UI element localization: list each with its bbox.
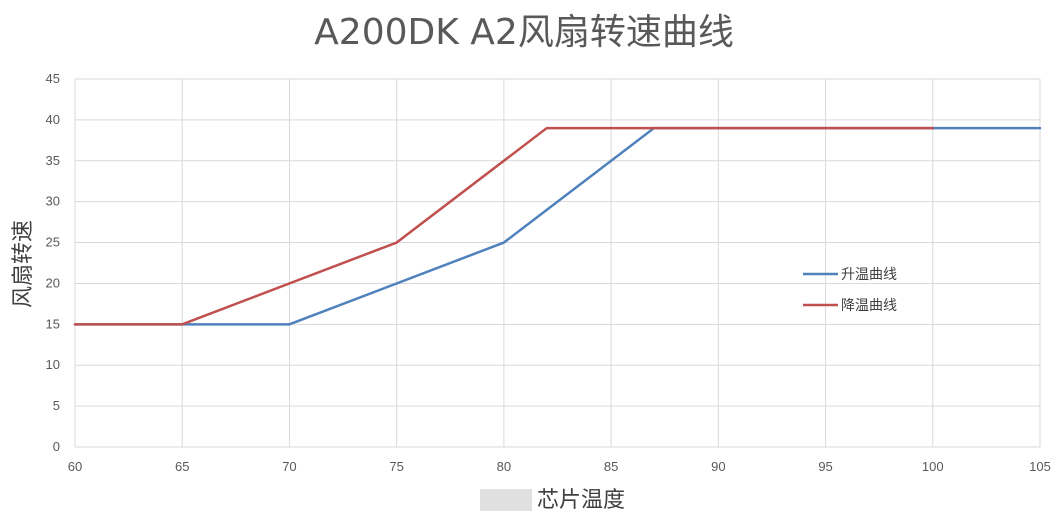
x-tick-label: 90 <box>711 459 725 474</box>
x-tick-label: 80 <box>497 459 511 474</box>
x-tick-label: 70 <box>282 459 296 474</box>
tick-labels: 0 5 10 15 20 25 30 35 40 45 60 65 70 75 80 85 90 95 100 105 <box>46 71 1051 474</box>
y-tick-label: 45 <box>46 71 60 86</box>
x-tick-label: 75 <box>389 459 403 474</box>
series-line <box>73 126 935 326</box>
series-line <box>73 126 1042 326</box>
legend-label: 升温曲线 <box>841 267 897 283</box>
x-axis-title: 芯片温度 <box>537 488 625 513</box>
y-tick-label: 15 <box>46 316 60 331</box>
x-tick-label: 60 <box>68 459 82 474</box>
y-tick-label: 30 <box>46 194 60 209</box>
grid <box>74 78 1041 448</box>
series-lines <box>73 126 1042 326</box>
x-tick-label: 95 <box>818 459 832 474</box>
redacted-label-block <box>480 489 532 511</box>
y-tick-label: 25 <box>46 235 60 250</box>
y-tick-label: 35 <box>46 153 60 168</box>
y-axis-title: 风扇转速 <box>11 220 36 308</box>
x-tick-label: 65 <box>175 459 189 474</box>
chart-title: A200DK A2风扇转速曲线 <box>314 12 734 53</box>
y-tick-label: 20 <box>46 275 60 290</box>
x-tick-label: 85 <box>604 459 618 474</box>
x-tick-label: 105 <box>1029 459 1051 474</box>
y-tick-label: 10 <box>46 357 60 372</box>
y-tick-label: 40 <box>46 112 60 127</box>
y-tick-label: 0 <box>53 439 60 454</box>
legend-label: 降温曲线 <box>841 298 897 314</box>
y-tick-label: 5 <box>53 398 60 413</box>
x-tick-label: 100 <box>922 459 944 474</box>
